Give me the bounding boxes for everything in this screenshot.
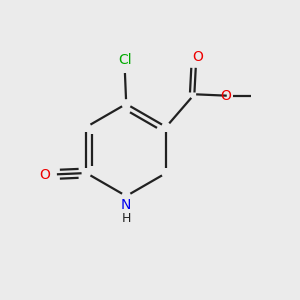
Text: H: H bbox=[122, 212, 131, 225]
Text: O: O bbox=[192, 50, 203, 64]
Text: Cl: Cl bbox=[118, 53, 131, 67]
Text: O: O bbox=[220, 89, 231, 103]
Text: N: N bbox=[121, 198, 131, 212]
Text: O: O bbox=[39, 167, 50, 182]
